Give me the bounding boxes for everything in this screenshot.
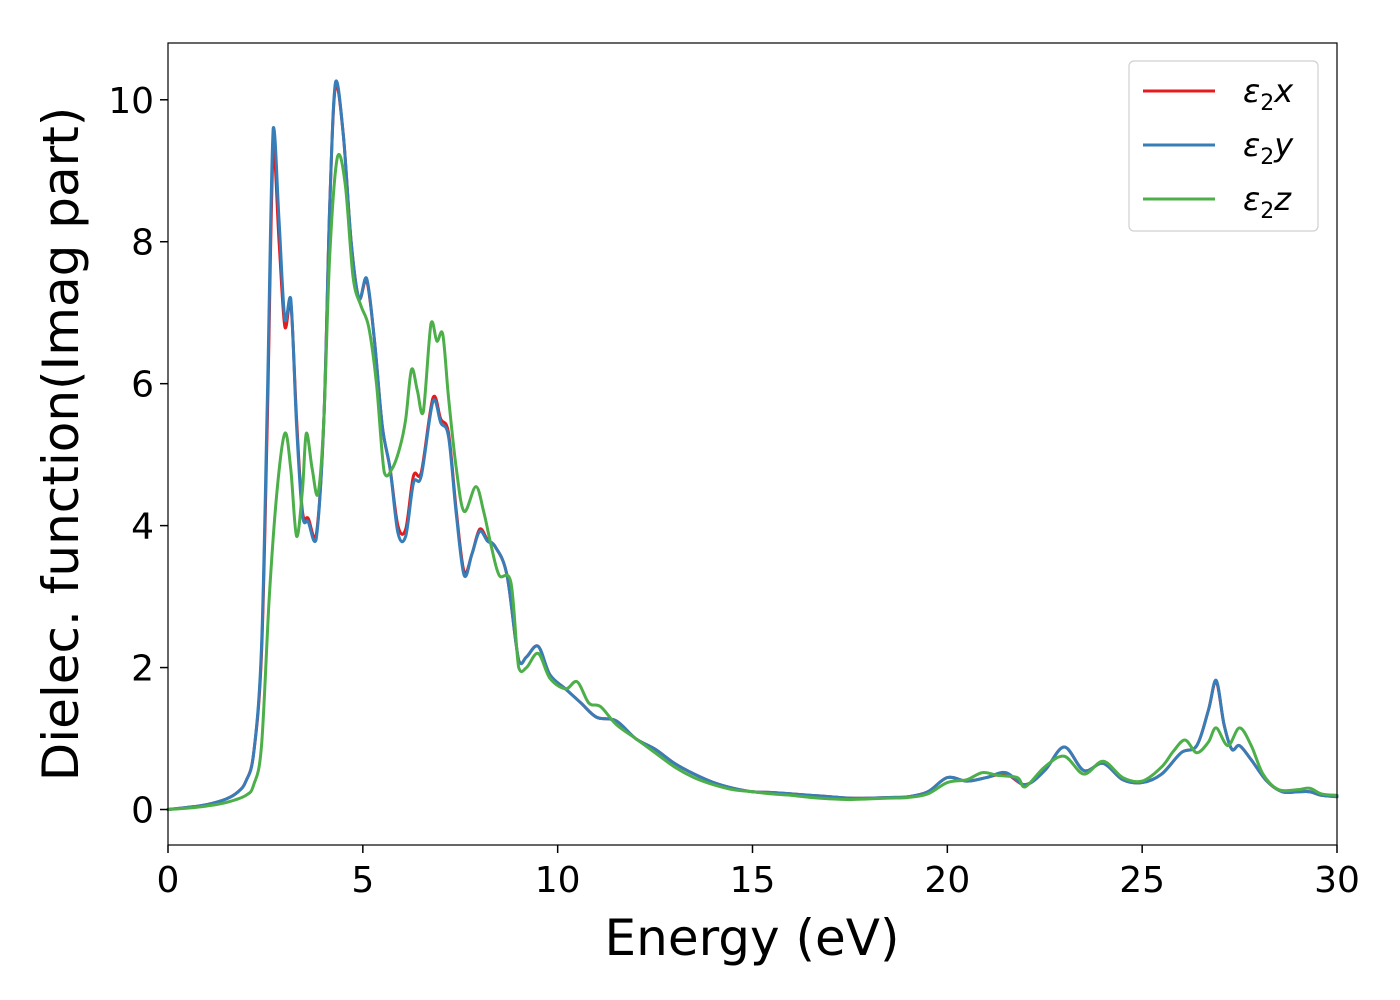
x-axis: 0 5 10 15 20 25 30 (157, 845, 1360, 901)
series-line-z (166, 153, 1339, 812)
legend-label-z: ε2z (1243, 180, 1292, 224)
x-tick-label: 30 (1314, 860, 1360, 901)
series-line-y (166, 79, 1339, 812)
x-tick-label: 15 (730, 860, 776, 901)
y-tick-label: 6 (131, 365, 154, 406)
legend-label-x: ε2x (1243, 72, 1294, 116)
y-tick-label: 10 (108, 81, 154, 122)
x-tick-label: 20 (924, 860, 970, 901)
legend: ε2x ε2y ε2z (1128, 60, 1319, 232)
y-tick-label: 0 (131, 791, 154, 832)
y-tick-label: 2 (131, 649, 154, 690)
x-tick-label: 25 (1119, 860, 1165, 901)
legend-box (1128, 60, 1319, 232)
y-axis-label: Dielec. function(Imag part) (32, 107, 90, 782)
x-tick-label: 5 (351, 860, 374, 901)
x-axis-label: Energy (eV) (605, 909, 900, 967)
y-tick-label: 8 (131, 223, 154, 264)
y-axis: 0 2 4 6 8 10 (108, 81, 168, 832)
legend-label-y: ε2y (1243, 126, 1294, 170)
y-tick-label: 4 (131, 507, 154, 548)
x-tick-label: 10 (535, 860, 581, 901)
x-tick-label: 0 (157, 860, 180, 901)
series-layer (166, 79, 1339, 812)
